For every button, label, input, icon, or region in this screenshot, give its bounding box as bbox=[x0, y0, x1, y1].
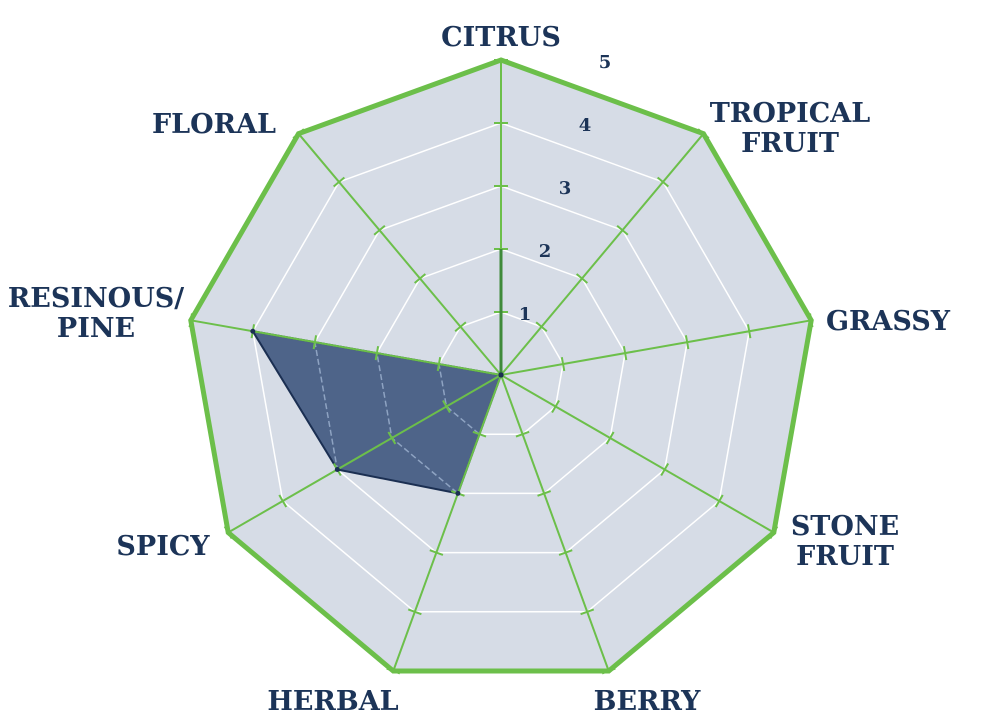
axis-tick bbox=[515, 430, 530, 438]
outer-ring bbox=[188, 57, 814, 674]
axis-tick bbox=[684, 335, 690, 350]
tick-label-3: 3 bbox=[559, 178, 572, 199]
category-label-tropical-fruit: TROPICAL FRUIT bbox=[710, 98, 870, 159]
axis-tick bbox=[560, 356, 566, 372]
axis-tick bbox=[558, 549, 573, 556]
axis-line bbox=[392, 374, 502, 672]
axis-tick bbox=[373, 224, 386, 236]
axis-line bbox=[190, 319, 502, 376]
axis-tick bbox=[605, 431, 615, 445]
axis-tick bbox=[414, 273, 427, 284]
axis-tick bbox=[622, 346, 628, 361]
tick-label-5: 5 bbox=[599, 52, 612, 73]
grid-ring-1 bbox=[438, 311, 564, 435]
data-point bbox=[455, 490, 461, 496]
category-label-stone-fruit: STONE FRUIT bbox=[791, 511, 899, 572]
tick-label-4: 4 bbox=[579, 115, 592, 136]
axis-tick bbox=[746, 324, 752, 339]
category-label-floral: FLORAL bbox=[152, 109, 276, 140]
axis-tick bbox=[656, 176, 669, 188]
axis-line bbox=[500, 374, 610, 672]
axis-tick bbox=[472, 430, 487, 438]
category-label-spicy: SPICY bbox=[116, 531, 210, 562]
axis-tick bbox=[312, 335, 318, 350]
tick-label-2: 2 bbox=[539, 241, 552, 262]
axis-line bbox=[227, 374, 502, 534]
axis-tick bbox=[407, 608, 422, 616]
axis-tick bbox=[333, 176, 346, 188]
tick-label-1: 1 bbox=[519, 304, 532, 325]
axis-tick bbox=[616, 224, 629, 236]
axis-tick bbox=[575, 273, 588, 284]
axis-tick bbox=[537, 490, 552, 497]
axis-tick bbox=[442, 399, 451, 414]
category-label-resinous-pine: RESINOUS/PINE bbox=[8, 283, 184, 344]
axis-line bbox=[500, 133, 705, 376]
category-label-berry: BERRY bbox=[594, 686, 701, 717]
axis-line bbox=[500, 374, 775, 534]
data-point bbox=[250, 328, 256, 334]
axis-tick bbox=[535, 321, 548, 333]
axis-tick bbox=[454, 321, 467, 333]
grid-ring-2 bbox=[376, 248, 626, 495]
axis-line bbox=[500, 319, 812, 376]
category-label-citrus: CITRUS bbox=[441, 22, 561, 53]
axis-tick bbox=[660, 462, 670, 477]
axis-tick bbox=[374, 346, 380, 361]
category-label-herbal: HERBAL bbox=[267, 686, 398, 717]
axis-tick bbox=[387, 431, 397, 445]
axis-line bbox=[297, 133, 502, 376]
grid-ring-3 bbox=[314, 185, 688, 554]
axis-tick bbox=[714, 494, 724, 508]
data-point bbox=[498, 372, 504, 378]
axis-tick bbox=[551, 399, 560, 414]
axis-tick bbox=[580, 608, 595, 616]
category-label-grassy: GRASSY bbox=[826, 306, 951, 337]
data-point bbox=[334, 467, 340, 472]
axis-tick bbox=[436, 356, 442, 372]
grid-ring-4 bbox=[252, 122, 750, 613]
axis-tick bbox=[429, 549, 444, 556]
axis-tick bbox=[278, 494, 288, 508]
